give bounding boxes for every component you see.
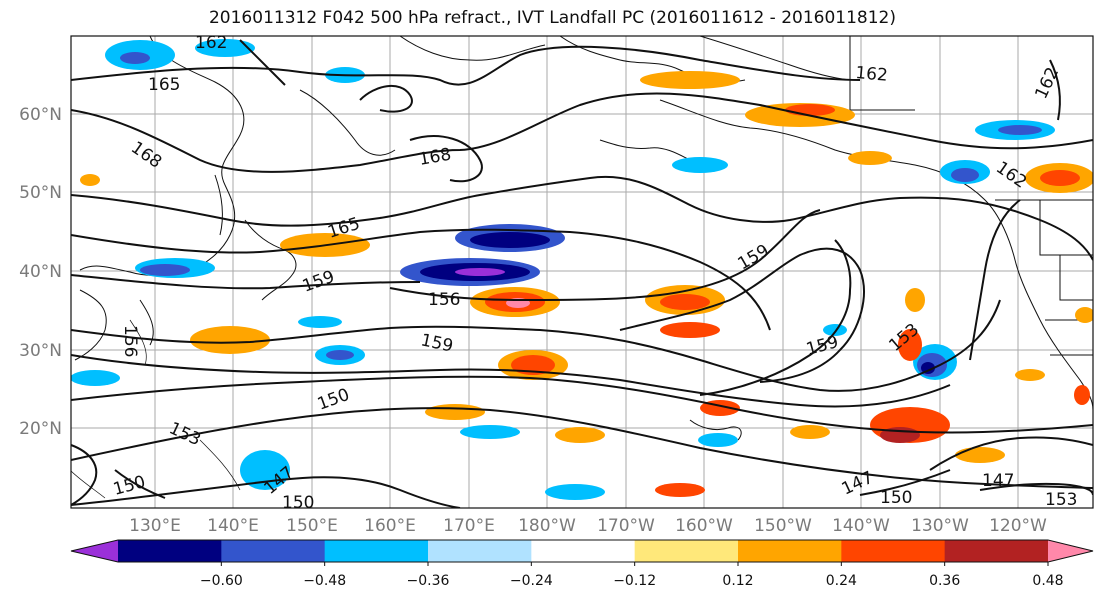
lat-label: 60°N: [19, 105, 62, 125]
colorbar-tick-label: −0.48: [303, 573, 346, 589]
colorbar-segment: [118, 540, 222, 562]
contour-label: 165: [148, 75, 180, 95]
lon-label: 150°E: [286, 516, 338, 536]
colorbar-segment: [944, 540, 1049, 562]
colorbar-extend-max: [1048, 540, 1093, 562]
contour-label: 162: [855, 63, 889, 86]
lon-label: 140°W: [832, 516, 890, 536]
colorbar-segment: [428, 540, 532, 562]
colorbar-segment: [221, 540, 326, 562]
lon-label: 150°W: [754, 516, 812, 536]
contour-labels: 162 165 168 168 165 159 156 156 159 159 …: [111, 33, 1077, 513]
lon-label: 140°E: [207, 516, 259, 536]
contour-label: 147: [982, 471, 1014, 491]
lat-label: 30°N: [19, 341, 62, 361]
colorbar-tick-label: −0.24: [510, 573, 553, 589]
longitude-labels: 130°E 140°E 150°E 160°E 170°E 180°W 170°…: [129, 516, 1047, 536]
colorbar-tick-label: −0.12: [613, 573, 656, 589]
contour-label: 150: [282, 493, 314, 513]
lat-label: 20°N: [19, 419, 62, 439]
lon-label: 180°W: [518, 516, 576, 536]
contour-label: 156: [120, 325, 140, 357]
lon-label: 130°E: [129, 516, 181, 536]
map-title: 2016011312 F042 500 hPa refract., IVT La…: [208, 8, 896, 28]
colorbar: −0.60 −0.48 −0.36 −0.24 −0.12 0.12 0.24 0.36 0.4…: [70, 539, 1094, 589]
lon-label: 160°W: [675, 516, 733, 536]
height-contours: [71, 39, 1093, 508]
lon-label: 160°E: [364, 516, 416, 536]
colorbar-tick-label: 0.36: [929, 573, 960, 589]
contour-label: 150: [880, 488, 912, 508]
colorbar-tick-label: 0.48: [1032, 573, 1063, 589]
latitude-labels: 60°N 50°N 40°N 30°N 20°N: [19, 105, 62, 439]
lon-label: 120°W: [989, 516, 1047, 536]
colorbar-extend-min: [71, 540, 118, 562]
map-border: [70, 35, 1094, 509]
colorbar-tick-label: 0.24: [826, 573, 857, 589]
contour-label: 153: [1045, 490, 1077, 510]
political-boundaries: [849, 36, 1093, 356]
colorbar-tick-label: 0.12: [722, 573, 753, 589]
thin-contours: [71, 319, 241, 499]
colorbar-tick-label: −0.60: [200, 573, 243, 589]
colorbar-segment: [841, 540, 946, 562]
lon-label: 170°W: [597, 516, 655, 536]
colorbar-segment: [738, 540, 842, 562]
colorbar-segment: [324, 540, 429, 562]
lat-label: 50°N: [19, 183, 62, 203]
lat-label: 40°N: [19, 262, 62, 282]
lon-label: 130°W: [911, 516, 969, 536]
lon-label: 170°E: [443, 516, 495, 536]
contour-label: 156: [428, 290, 460, 310]
colorbar-segment: [634, 540, 739, 562]
colorbar-segment: [531, 540, 636, 562]
contour-label: 162: [195, 33, 227, 53]
colorbar-tick-label: −0.36: [407, 573, 450, 589]
colorbar-outline: [70, 539, 1094, 563]
